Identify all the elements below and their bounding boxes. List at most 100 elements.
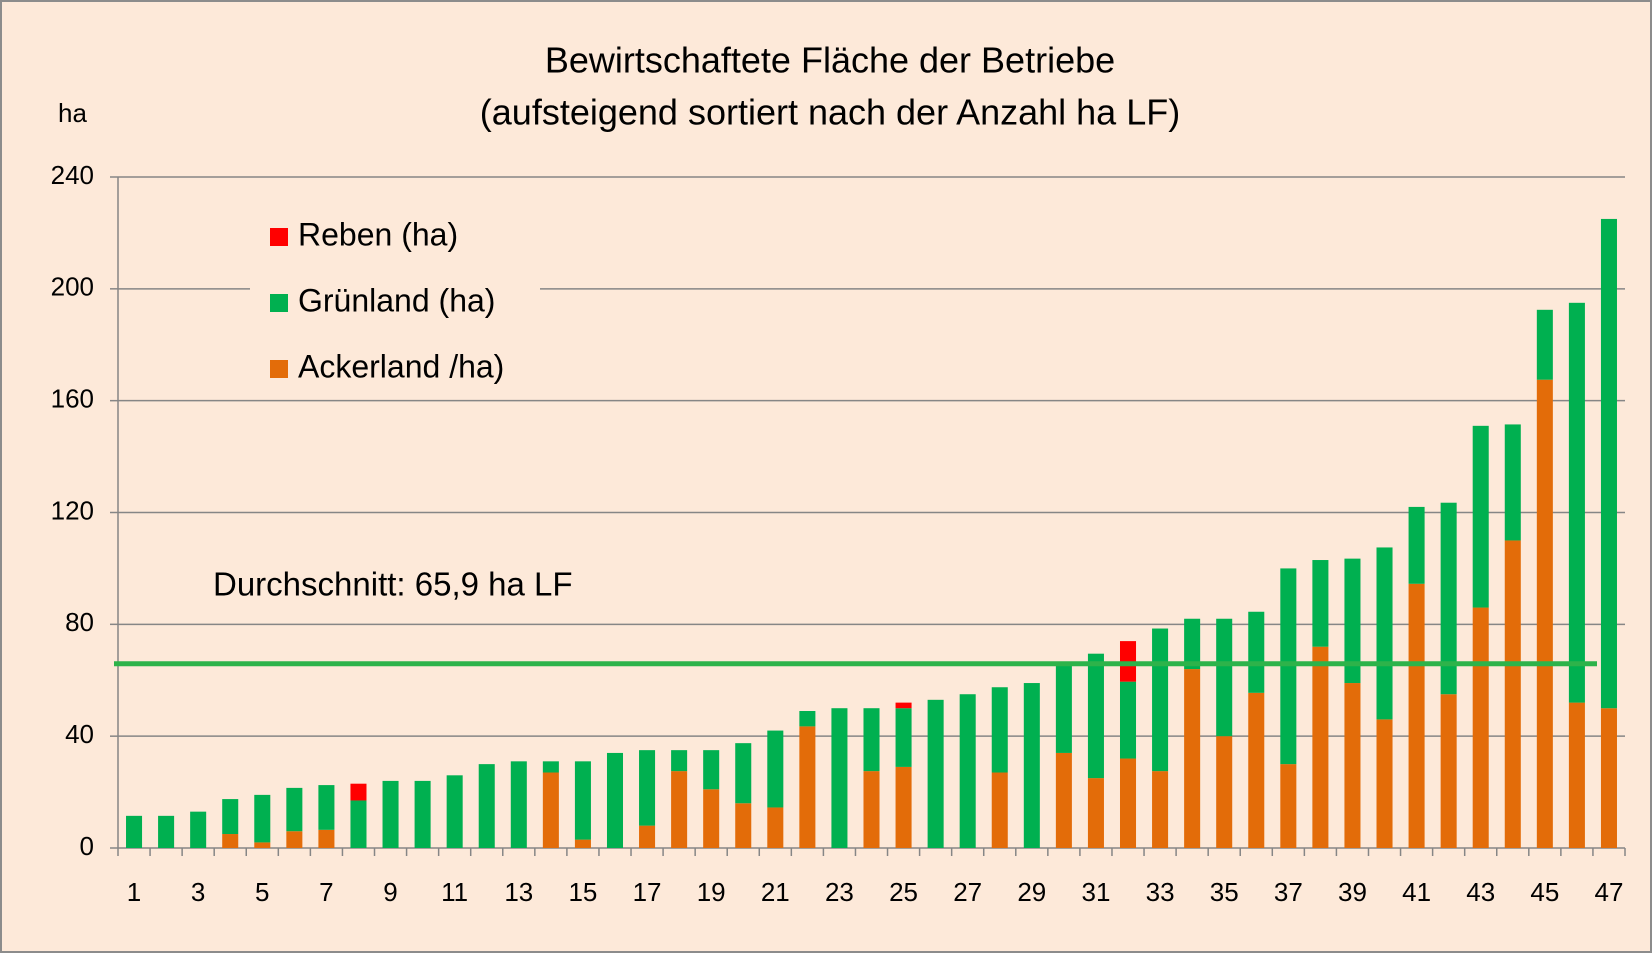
bar-segment — [1504, 424, 1521, 541]
legend-label: Ackerland /ha) — [298, 348, 504, 384]
bar-segment — [1440, 694, 1457, 848]
bar-segment — [1312, 560, 1329, 647]
x-tick-label: 45 — [1530, 877, 1559, 907]
y-tick-label: 240 — [51, 160, 94, 190]
x-tick-label: 41 — [1402, 877, 1431, 907]
bar-segment — [863, 708, 880, 772]
bar-segment — [991, 687, 1008, 773]
bar-segment — [318, 785, 335, 830]
y-tick-label: 160 — [51, 384, 94, 414]
y-axis-label: ha — [58, 98, 87, 128]
x-tick-label: 37 — [1274, 877, 1303, 907]
chart-subtitle: (aufsteigend sortiert nach der Anzahl ha… — [480, 92, 1180, 133]
bar-segment — [1536, 379, 1553, 848]
bar-segment — [1152, 628, 1169, 772]
bar-segment — [1344, 558, 1361, 684]
bar-segment — [350, 783, 367, 801]
annotation: Durchschnitt: 65,9 ha LF — [213, 566, 573, 603]
bar-segment — [671, 771, 688, 848]
bar-segment — [542, 772, 559, 848]
x-tick-label: 1 — [127, 877, 141, 907]
bar-segment — [1055, 663, 1072, 753]
x-tick-label: 35 — [1210, 877, 1239, 907]
bar-segment — [639, 750, 656, 826]
bar-segment — [735, 743, 752, 804]
bar-segment — [895, 766, 912, 848]
bar-segment — [639, 825, 656, 848]
y-tick-label: 80 — [65, 607, 94, 637]
bar-segment — [606, 752, 624, 848]
bar-segment — [190, 811, 207, 848]
y-tick-label: 40 — [65, 719, 94, 749]
bar-segment — [1119, 681, 1137, 759]
bar-segment — [1568, 702, 1585, 848]
bar-segment — [895, 708, 912, 767]
x-tick-label: 47 — [1595, 877, 1624, 907]
bar-segment — [1568, 302, 1585, 703]
bar-segment — [895, 702, 912, 709]
bar-segment — [574, 761, 591, 840]
bar-segment — [799, 726, 816, 848]
bar-segment — [1344, 683, 1361, 848]
bar-segment — [1248, 692, 1265, 848]
bar-segment — [1087, 778, 1104, 848]
legend-swatch — [270, 228, 288, 246]
legend-label: Grünland (ha) — [298, 282, 495, 318]
x-tick-label: 21 — [761, 877, 790, 907]
bar-segment — [799, 711, 816, 727]
legend-swatch — [270, 360, 288, 378]
bar-segment — [222, 799, 239, 835]
bar-segment — [1440, 502, 1457, 695]
bar-segment — [414, 780, 431, 848]
x-tick-label: 27 — [953, 877, 982, 907]
x-tick-label: 5 — [255, 877, 269, 907]
bar-segment — [446, 775, 463, 848]
y-tick-label: 120 — [51, 495, 94, 525]
bar-segment — [254, 794, 271, 843]
bar-segment — [767, 730, 784, 808]
bar-segment — [959, 694, 976, 848]
bar-segment — [1376, 719, 1393, 848]
bar-segment — [991, 772, 1008, 848]
x-tick-label: 33 — [1146, 877, 1175, 907]
legend-swatch — [270, 294, 288, 312]
chart-title: Bewirtschaftete Fläche der Betriebe — [545, 40, 1115, 81]
x-tick-label: 7 — [319, 877, 333, 907]
bar-segment — [703, 789, 720, 848]
bar-segment — [126, 815, 143, 848]
bar-segment — [574, 839, 591, 848]
x-tick-label: 13 — [504, 877, 533, 907]
bar-segment — [510, 761, 527, 848]
bar-segment — [1376, 547, 1393, 720]
y-tick-label: 200 — [51, 272, 94, 302]
bar-segment — [1184, 618, 1201, 670]
x-tick-label: 17 — [633, 877, 662, 907]
x-tick-label: 23 — [825, 877, 854, 907]
x-tick-label: 29 — [1017, 877, 1046, 907]
bar-segment — [735, 803, 752, 848]
bar-segment — [1472, 425, 1489, 608]
bar-segment — [1184, 669, 1201, 848]
bar-segment — [1280, 568, 1297, 765]
bar-segment — [1087, 653, 1104, 779]
x-tick-label: 19 — [697, 877, 726, 907]
bar-segment — [158, 815, 175, 848]
bar-segment — [478, 764, 495, 848]
bar-segment — [1472, 607, 1489, 848]
bar-segment — [222, 834, 239, 848]
bar-segment — [831, 708, 848, 848]
bar-segment — [350, 800, 367, 848]
x-tick-label: 39 — [1338, 877, 1367, 907]
bar-segment — [703, 750, 720, 790]
bar-segment — [1536, 309, 1553, 380]
bar-segment — [1408, 506, 1425, 584]
x-tick-label: 25 — [889, 877, 918, 907]
bar-segment — [1600, 218, 1617, 709]
legend-background — [250, 215, 540, 395]
x-tick-label: 31 — [1081, 877, 1110, 907]
bar-segment — [1280, 764, 1297, 848]
x-tick-label: 11 — [441, 877, 468, 907]
bar-segment — [1504, 540, 1521, 848]
